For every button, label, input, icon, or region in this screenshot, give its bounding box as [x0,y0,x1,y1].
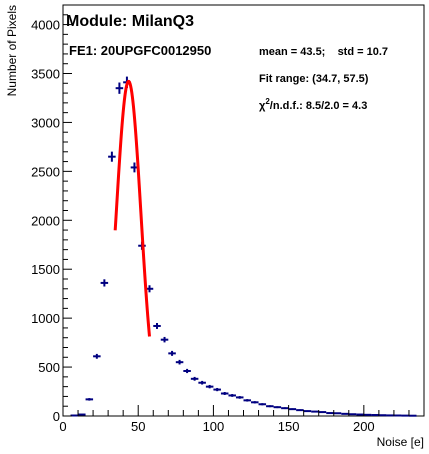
y-tick-label: 2000 [31,213,60,228]
histogram-point [251,401,259,404]
fit-range-label: Fit range: (34.7, 57.5) [259,73,369,85]
chi2-superscript: 2 [265,97,270,106]
y-tick-label: 0 [53,409,60,424]
x-axis-title: Noise [e] [377,435,424,449]
histogram-point [108,151,116,162]
axes: 0 500 1000 1500 2000 2500 3000 3500 4000 0 50 100 15… [31,4,425,434]
histogram-point [281,407,289,410]
histogram-point [213,387,221,392]
chi2-symbol: χ [259,100,266,112]
y-tick-label: 2500 [31,164,60,179]
histogram-point [273,406,282,409]
y-tick-label: 3500 [31,67,60,82]
histogram-point [348,413,357,416]
histogram-point [378,414,387,417]
chi2-label: χ2/n.d.f.: 8.5/2.0 = 4.3 [259,97,367,112]
histogram-point [198,380,206,385]
histogram-point [153,323,161,329]
histogram-point [363,413,372,416]
stats-label: mean = 43.5; std = 10.7 [259,46,388,58]
gaussian-fit-curve [113,79,151,337]
histogram-point [220,392,229,395]
x-tick-label: 200 [353,419,375,434]
histogram-point [175,359,184,365]
histogram-point [243,399,252,402]
histogram-point [168,350,176,356]
x-tick-label: 50 [131,419,145,434]
fe-label: FE1: 20UPGFC0012950 [69,43,211,58]
histogram-point [266,405,274,408]
y-tick-label: 3000 [31,115,60,130]
histogram-point [303,410,312,413]
histogram-point [326,412,334,415]
x-tick-label: 0 [59,419,66,434]
histogram-point [160,336,169,343]
y-axis-title: Number of Pixels [5,5,19,96]
histogram-point [318,411,327,414]
histogram-point [190,376,199,381]
x-tick-label: 100 [203,419,225,434]
x-tick-label: 150 [278,419,300,434]
histogram-point [78,413,86,416]
histogram-point [296,409,304,412]
histogram-point [288,408,297,411]
histogram-point [183,368,191,374]
histogram-point [228,394,236,397]
histogram-point [235,396,244,399]
histogram-point [115,82,124,94]
histogram-point [341,412,349,415]
histogram-point [371,414,379,417]
histogram-point [311,410,319,413]
histogram-point [100,279,109,287]
plot-frame [62,4,425,417]
y-tick-label: 4000 [31,18,60,33]
chi2-text: /n.d.f.: 8.5/2.0 = 4.3 [270,100,368,112]
module-label: Module: MilanQ3 [66,13,194,30]
histogram-point [85,398,94,401]
y-tick-label: 500 [38,360,60,375]
histogram-point [93,353,101,359]
y-tick-label: 1500 [31,262,60,277]
histogram-point [333,412,342,415]
histogram-point [258,403,267,406]
histogram-point [205,384,214,389]
y-tick-label: 1000 [31,311,60,326]
histogram-point [356,413,364,416]
